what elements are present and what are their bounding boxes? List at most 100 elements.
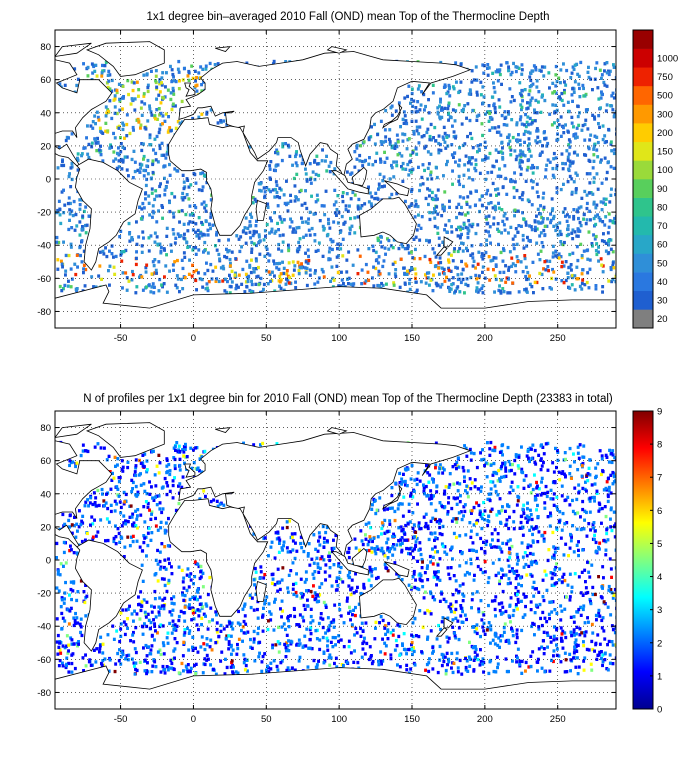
landmass: [331, 551, 369, 576]
y-tick-label: 0: [46, 556, 51, 567]
colorbar-label: 150: [657, 147, 673, 158]
colorbar-label: 500: [657, 91, 673, 102]
landmass: [55, 284, 616, 328]
colorbar-label: 70: [657, 221, 668, 232]
landmass: [435, 627, 448, 637]
y-tick-label: 40: [40, 108, 51, 119]
colorbar-swatch: [633, 309, 653, 329]
y-tick-label: 80: [40, 423, 51, 434]
colorbar-label: 60: [657, 240, 668, 251]
landmass: [326, 427, 348, 435]
y-tick-label: -60: [37, 274, 51, 285]
colorbar-swatch: [633, 141, 653, 161]
colorbar-frame: [632, 410, 654, 710]
landmass: [443, 236, 454, 248]
x-tick-label: 200: [477, 333, 493, 344]
colorbar-swatch: [633, 48, 653, 68]
landmass: [168, 498, 269, 617]
y-tick-label: 60: [40, 456, 51, 467]
y-tick-label: 40: [40, 489, 51, 500]
colorbar-label: 80: [657, 202, 668, 213]
x-tick-label: 50: [261, 714, 272, 725]
y-tick-label: -40: [37, 241, 51, 252]
x-tick-label: 250: [550, 333, 566, 344]
colorbar-swatch: [633, 67, 653, 87]
landmass: [351, 547, 368, 568]
colorbar-swatch: [633, 253, 653, 273]
landmass: [384, 180, 410, 197]
colorbar-label: 4: [657, 572, 662, 583]
colorbar-label: 0: [657, 705, 662, 716]
y-tick-label: 20: [40, 522, 51, 533]
landmass: [215, 427, 231, 433]
landmass: [435, 246, 448, 256]
landmass: [381, 484, 403, 510]
bottom-map-title: N of profiles per 1x1 degree bin for 201…: [83, 393, 613, 405]
x-tick-label: 150: [404, 333, 420, 344]
colorbar-swatch: [633, 234, 653, 254]
y-tick-label: 20: [40, 141, 51, 152]
colorbar-frame: [632, 29, 654, 329]
landmass: [443, 617, 454, 629]
colorbar-swatch: [633, 272, 653, 292]
y-tick-label: 60: [40, 75, 51, 86]
colorbar-label: 1000: [657, 53, 678, 64]
y-tick-label: -20: [37, 208, 51, 219]
y-tick-label: 0: [46, 175, 51, 186]
colorbar-label: 90: [657, 184, 668, 195]
top-map: -50 0 50 100 150 200 250806040200-20-40-60-802…: [37, 29, 678, 344]
landmass: [74, 539, 143, 652]
landmass: [85, 41, 165, 77]
colorbar-label: 100: [657, 165, 673, 176]
colorbar-label: 750: [657, 72, 673, 83]
x-tick-label: 0: [191, 333, 196, 344]
landmass: [184, 82, 196, 97]
landmass: [381, 103, 403, 129]
colorbar-label: 2: [657, 638, 662, 649]
coastlines: [55, 41, 616, 328]
landmass: [351, 166, 368, 187]
landmass: [74, 158, 143, 271]
colorbar-label: 1: [657, 671, 662, 682]
colorbar-label: 40: [657, 277, 668, 288]
colorbar-label: 9: [657, 407, 662, 418]
gridlines: [55, 30, 616, 328]
landmass: [255, 199, 267, 221]
colorbar-label: 3: [657, 605, 662, 616]
x-tick-label: -50: [114, 333, 128, 344]
colorbar-swatch: [633, 216, 653, 236]
landmass: [55, 423, 92, 438]
data-pixels: [55, 59, 616, 295]
landmass: [184, 463, 196, 478]
landmass: [384, 561, 410, 578]
landmass: [331, 170, 369, 195]
colorbar-label: 300: [657, 109, 673, 120]
colorbar-swatch: [633, 179, 653, 198]
landmass: [55, 42, 92, 57]
x-tick-label: 200: [477, 714, 493, 725]
colorbar-label: 30: [657, 296, 668, 307]
x-tick-label: 50: [261, 333, 272, 344]
colorbar-label: 5: [657, 539, 662, 550]
landmass: [168, 117, 269, 236]
landmass: [326, 46, 348, 54]
colorbar-swatch: [633, 197, 653, 217]
landmass: [359, 196, 417, 245]
y-tick-label: -80: [37, 688, 51, 699]
y-tick-label: -40: [37, 622, 51, 633]
colorbar-gradient: [633, 411, 653, 709]
colorbar-label: 8: [657, 440, 662, 451]
colorbar-label: 200: [657, 128, 673, 139]
x-tick-label: 250: [550, 714, 566, 725]
colorbar-label: 7: [657, 473, 662, 484]
colorbar-label: 6: [657, 506, 662, 517]
landmass: [55, 665, 616, 709]
x-tick-label: 0: [191, 714, 196, 725]
colorbar: 20 30 40 50 60 70 80 90 100 150 200 300 500 750 1000: [632, 29, 678, 329]
y-tick-label: 80: [40, 42, 51, 53]
landmass: [85, 422, 165, 458]
colorbar-swatch: [633, 123, 653, 143]
bottom-map: -50 0 50 100 150 200 250806040200-20-40-60-800…: [37, 407, 662, 726]
colorbar-label: 20: [657, 314, 668, 325]
